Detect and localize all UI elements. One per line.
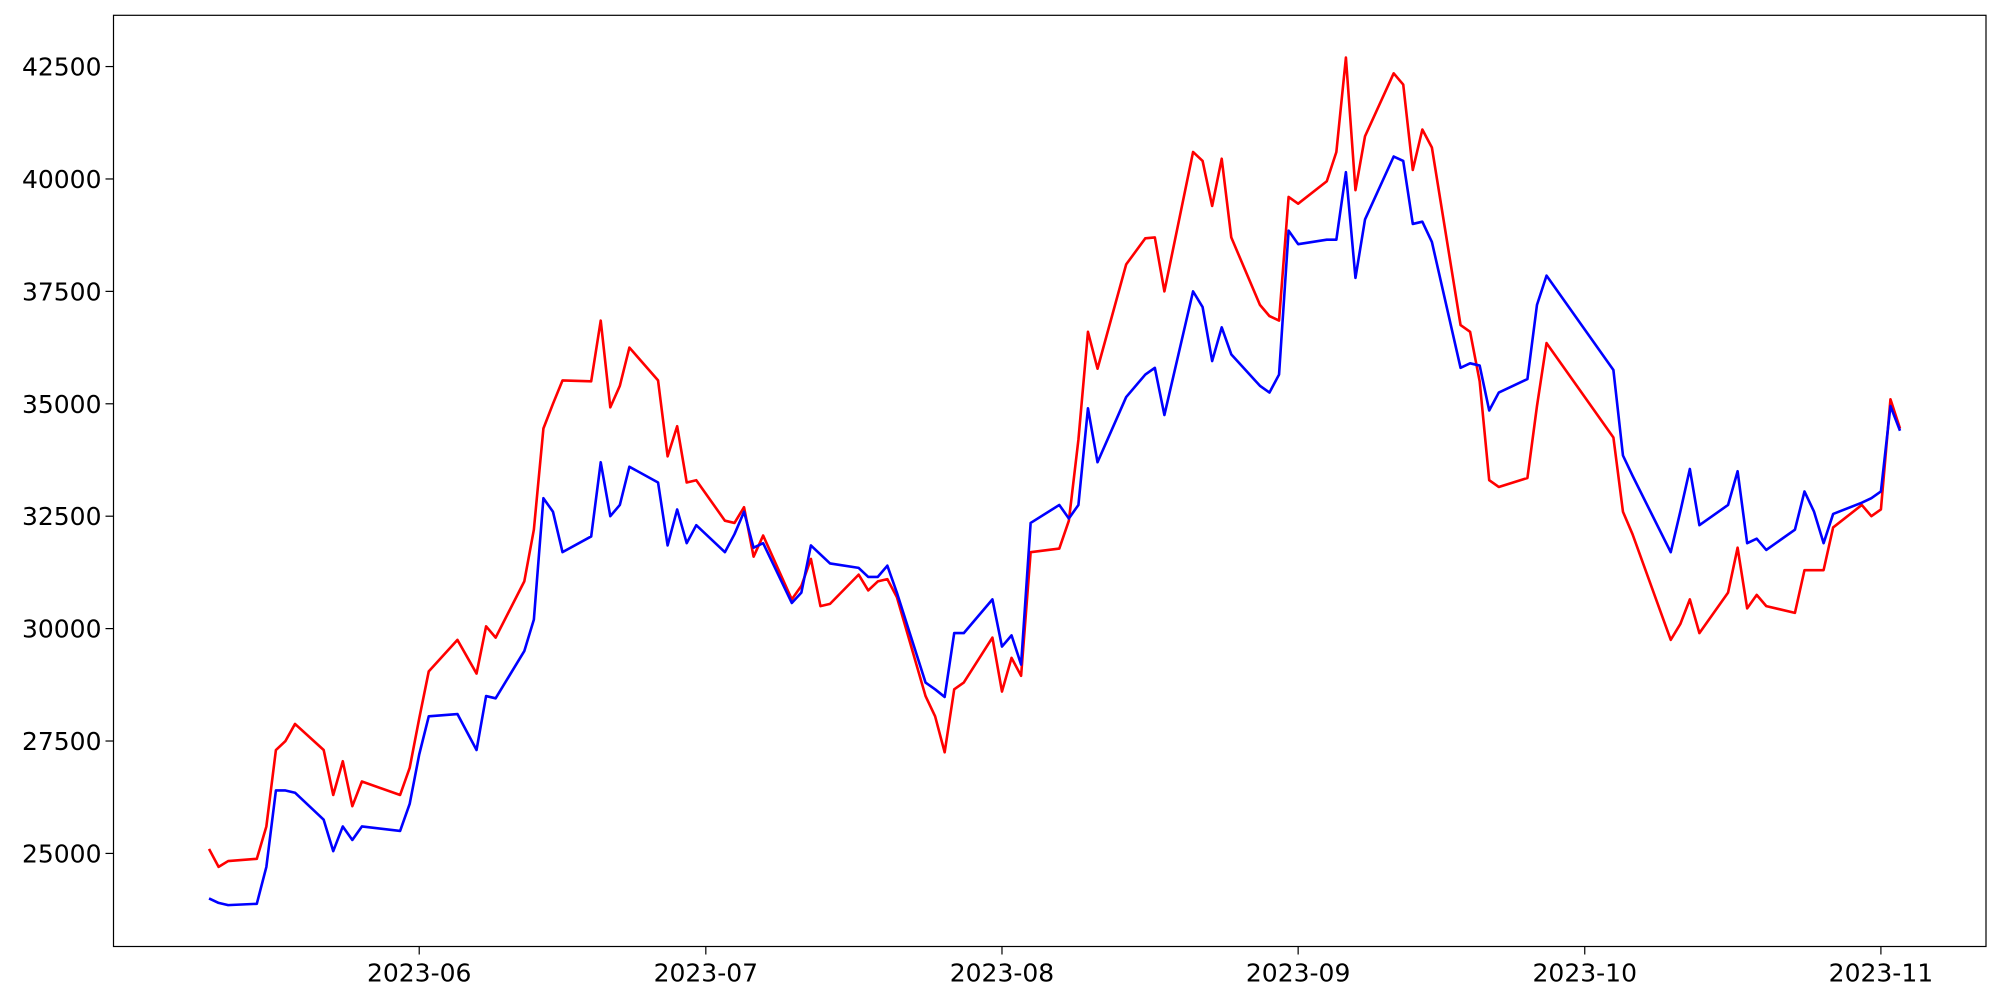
x-tick-label: 2023-09 — [1246, 959, 1350, 988]
y-tick-label: 40000 — [22, 165, 102, 194]
y-tick-label: 25000 — [22, 839, 102, 868]
y-tick-label: 42500 — [22, 53, 102, 82]
y-tick-label: 27500 — [22, 727, 102, 756]
x-tick-label: 2023-08 — [950, 959, 1054, 988]
series-line — [207, 56, 1902, 869]
x-tick-label: 2023-10 — [1533, 959, 1637, 988]
y-tick-label: 30000 — [22, 615, 102, 644]
plot-frame — [112, 14, 1987, 948]
y-tick-label: 35000 — [22, 390, 102, 419]
series-line — [208, 155, 1902, 907]
y-tick-label: 32500 — [22, 502, 102, 531]
x-tick-label: 2023-07 — [654, 959, 758, 988]
x-tick-label: 2023-06 — [367, 959, 471, 988]
y-tick-label: 37500 — [22, 277, 102, 306]
x-tick-label: 2023-11 — [1829, 959, 1933, 988]
